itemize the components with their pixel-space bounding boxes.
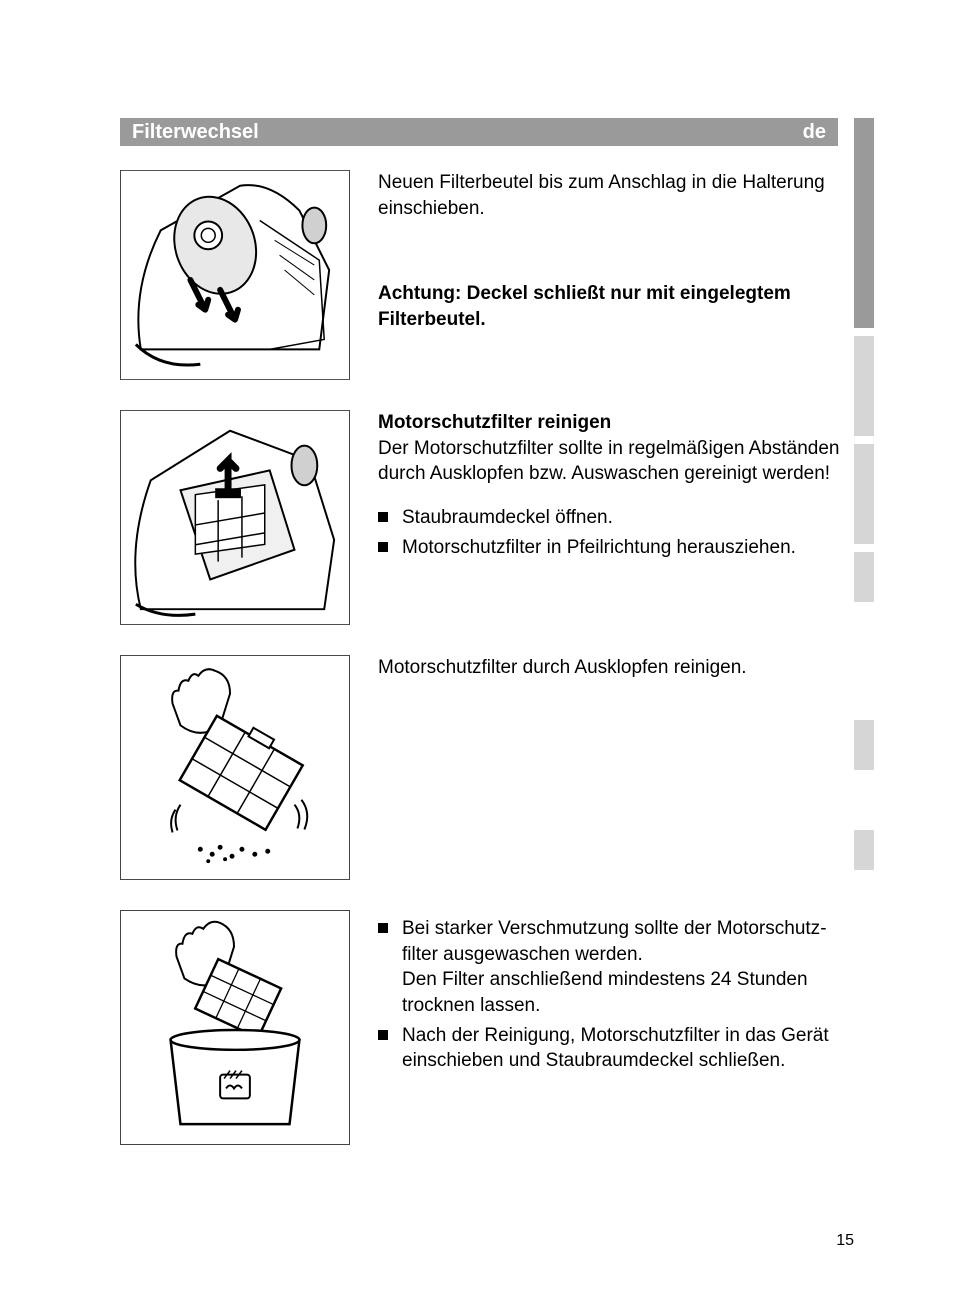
warning-text: Achtung: Deckel schließt nur mit eingele…	[378, 281, 840, 332]
subheading: Motorschutzfilter reinigen	[378, 412, 611, 433]
side-tab-segment	[854, 444, 874, 544]
list-item: Nach der Reinigung, Motorschutzfilter in…	[378, 1023, 840, 1074]
section-header: Filterwechsel de	[120, 118, 838, 146]
page-number: 15	[836, 1232, 854, 1250]
list-item: Bei starker Verschmutzung sollte der Mot…	[378, 916, 840, 1019]
paragraph: Motorschutzfilter durch Ausklopfen reini…	[378, 655, 840, 681]
language-code: de	[803, 121, 826, 144]
instruction-text-2: Motorschutzfilter reinigen Der Motorschu…	[378, 410, 840, 564]
side-tab-segment	[854, 552, 874, 602]
instruction-row-2: Motorschutzfilter reinigen Der Motorschu…	[120, 410, 840, 625]
list-item: Motorschutzfilter in Pfeilrichtung herau…	[378, 535, 840, 561]
content-area: Neuen Filterbeutel bis zum Anschlag in d…	[120, 170, 840, 1175]
bullet-list-4: Bei starker Verschmutzung sollte der Mot…	[378, 916, 840, 1074]
bullet-list-2: Staubraumdeckel öffnen. Motorschutzfilter…	[378, 505, 840, 560]
instruction-text-1: Neuen Filterbeutel bis zum Anschlag in d…	[378, 170, 840, 351]
paragraph: Der Motorschutzfilter sollte in regelmäß…	[378, 438, 840, 485]
side-tab-segment	[854, 830, 874, 870]
section-title: Filterwechsel	[132, 121, 259, 144]
instruction-row-3: Motorschutzfilter durch Ausklopfen reini…	[120, 655, 840, 880]
side-tab-segment	[854, 118, 874, 328]
side-tab-segment	[854, 720, 874, 770]
instruction-row-4: Bei starker Verschmutzung sollte der Mot…	[120, 910, 840, 1145]
paragraph: Neuen Filterbeutel bis zum Anschlag in d…	[378, 170, 840, 221]
figure-tap-filter	[120, 655, 350, 880]
side-tab-segment	[854, 336, 874, 436]
figure-remove-motor-filter	[120, 410, 350, 625]
instruction-row-1: Neuen Filterbeutel bis zum Anschlag in d…	[120, 170, 840, 380]
figure-insert-filter-bag	[120, 170, 350, 380]
figure-wash-filter	[120, 910, 350, 1145]
instruction-text-4: Bei starker Verschmutzung sollte der Mot…	[378, 910, 840, 1078]
instruction-text-3: Motorschutzfilter durch Ausklopfen reini…	[378, 655, 840, 699]
list-item: Staubraumdeckel öffnen.	[378, 505, 840, 531]
page: Filterwechsel de	[0, 0, 954, 1305]
